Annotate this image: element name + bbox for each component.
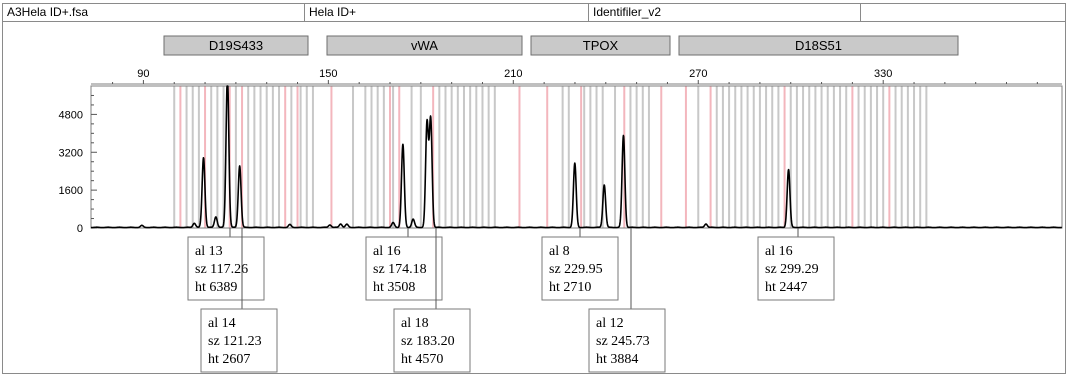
- x-tick-label: 150: [319, 68, 337, 80]
- peak-size-label: sz 121.23: [208, 334, 262, 349]
- y-tick-label: 1600: [59, 185, 83, 197]
- electropherogram-panel: A3Hela ID+.fsa Hela ID+ Identifiler_v2: [2, 3, 1066, 374]
- signal-trace: [90, 85, 1063, 229]
- peak-annotation-box: [200, 308, 278, 373]
- peak-annotation-box: [365, 236, 443, 301]
- peak-allele-label: al 16: [373, 244, 401, 259]
- peak-size-label: sz 299.29: [765, 262, 819, 277]
- peak-allele-label: al 16: [765, 244, 793, 259]
- peak-height-label: ht 2710: [549, 280, 591, 295]
- y-tick-label: 0: [77, 223, 83, 235]
- plot-area: [90, 85, 1063, 229]
- y-tick-label: 3200: [59, 147, 83, 159]
- locus-marker-d19s433: [163, 35, 309, 56]
- peak-height-label: ht 2607: [208, 352, 250, 367]
- locus-marker-label: TPOX: [583, 38, 619, 53]
- peak-annotation-box: [187, 236, 265, 301]
- x-tick-label: 330: [874, 68, 892, 80]
- peak-allele-label: al 12: [596, 316, 624, 331]
- locus-marker-d18s51: [678, 35, 959, 56]
- y-tick-label: 4800: [59, 109, 83, 121]
- peak-height-label: ht 3884: [596, 352, 638, 367]
- locus-marker-label: D19S433: [209, 38, 263, 53]
- x-tick-label: 210: [504, 68, 522, 80]
- peak-annotation-box: [588, 308, 666, 373]
- panel-name-cell[interactable]: Identifiler_v2: [589, 4, 861, 21]
- peak-size-label: sz 174.18: [373, 262, 427, 277]
- peak-size-label: sz 117.26: [195, 262, 248, 277]
- peak-annotation-box: [757, 236, 835, 301]
- peak-height-label: ht 2447: [765, 280, 807, 295]
- sample-name-cell[interactable]: Hela ID+: [305, 4, 589, 21]
- peak-height-label: ht 4570: [401, 352, 443, 367]
- peak-annotation-box: [393, 308, 471, 373]
- locus-marker-label: D18S51: [795, 38, 842, 53]
- x-tick-label: 90: [137, 68, 149, 80]
- sample-header: A3Hela ID+.fsa Hela ID+ Identifiler_v2: [3, 4, 1065, 22]
- locus-marker-label: vWA: [411, 38, 438, 53]
- peak-height-label: ht 3508: [373, 280, 415, 295]
- peak-size-label: sz 183.20: [401, 334, 455, 349]
- peak-allele-label: al 13: [195, 244, 223, 259]
- peak-allele-label: al 14: [208, 316, 236, 331]
- locus-marker-tpox: [530, 35, 671, 56]
- peak-allele-label: al 8: [549, 244, 570, 259]
- locus-marker-vwa: [326, 35, 523, 56]
- x-tick-label: 270: [689, 68, 707, 80]
- peak-size-label: sz 245.73: [596, 334, 650, 349]
- peak-annotation-box: [541, 236, 619, 301]
- peak-allele-label: al 18: [401, 316, 429, 331]
- peak-size-label: sz 229.95: [549, 262, 603, 277]
- peak-height-label: ht 6389: [195, 280, 237, 295]
- file-name-cell[interactable]: A3Hela ID+.fsa: [3, 4, 305, 21]
